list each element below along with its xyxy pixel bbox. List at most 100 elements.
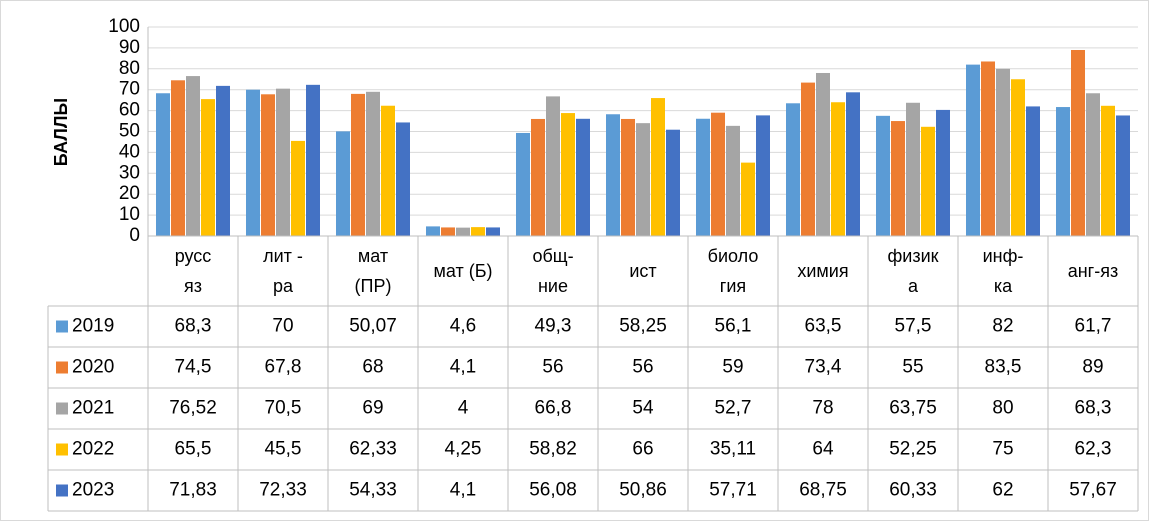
table-value: 68,3 xyxy=(175,316,212,337)
table-value: 56,1 xyxy=(715,316,752,337)
x-tick-label: общ- ние xyxy=(532,246,574,296)
table-value: 35,11 xyxy=(710,439,756,460)
table-value: 63,75 xyxy=(889,398,937,419)
x-tick-label: биоло гия xyxy=(707,246,759,296)
table-value: 76,52 xyxy=(169,398,217,419)
bar xyxy=(216,85,230,236)
table-value: 56 xyxy=(632,357,653,378)
x-tick-label: лит - ра xyxy=(263,246,303,296)
y-tick-label: 10 xyxy=(119,204,140,225)
bar xyxy=(666,129,680,236)
x-tick-label: мат (Б) xyxy=(433,261,493,281)
table-value: 83,5 xyxy=(985,357,1022,378)
y-tick-label: 40 xyxy=(119,141,140,162)
bar xyxy=(1086,93,1100,237)
legend-label: 2021 xyxy=(72,398,114,419)
y-tick-label: 60 xyxy=(119,100,140,121)
bar xyxy=(921,126,935,236)
table-value: 75 xyxy=(992,439,1013,460)
table-value: 68,3 xyxy=(1075,398,1112,419)
bar xyxy=(876,115,890,236)
table-value: 66 xyxy=(632,439,653,460)
table-value: 82 xyxy=(992,316,1013,337)
table-value: 52,25 xyxy=(889,439,937,460)
bar xyxy=(891,121,905,236)
bar xyxy=(396,122,410,236)
bar xyxy=(786,103,800,236)
table-value: 4 xyxy=(458,398,469,419)
table-value: 59 xyxy=(722,357,743,378)
table-value: 71,83 xyxy=(169,480,217,501)
y-tick-label: 90 xyxy=(119,37,140,58)
table-value: 62,3 xyxy=(1075,439,1112,460)
bar xyxy=(1101,105,1115,236)
table-value: 4,1 xyxy=(450,357,476,378)
y-tick-label: 70 xyxy=(119,79,140,100)
table-value: 4,25 xyxy=(445,439,482,460)
bar xyxy=(276,88,290,236)
bar xyxy=(831,102,845,237)
table-value: 55 xyxy=(902,357,923,378)
y-axis-label: БАЛЛЫ xyxy=(51,98,71,166)
legend-swatch xyxy=(56,443,68,456)
bar xyxy=(966,64,980,237)
table-value: 54 xyxy=(632,398,654,419)
legend-swatch xyxy=(56,361,68,374)
bar xyxy=(741,162,755,236)
bar xyxy=(426,226,440,236)
bar xyxy=(351,93,365,236)
x-tick-label: химия xyxy=(797,261,849,281)
bar xyxy=(711,112,725,236)
table-value: 57,67 xyxy=(1069,480,1117,501)
table-value: 49,3 xyxy=(535,316,572,337)
bar xyxy=(1116,115,1130,236)
bar xyxy=(621,118,635,236)
bar xyxy=(306,84,320,237)
table-value: 4,1 xyxy=(450,480,476,501)
y-tick-label: 80 xyxy=(119,58,140,79)
bar xyxy=(471,227,485,236)
table-value: 58,82 xyxy=(529,439,577,460)
table-value: 56,08 xyxy=(529,480,577,501)
x-tick-label: мат (ПР) xyxy=(354,246,392,296)
table-value: 69 xyxy=(362,398,383,419)
bar xyxy=(906,102,920,236)
table-value: 63,5 xyxy=(805,316,842,337)
bar xyxy=(261,94,275,236)
table-value: 60,33 xyxy=(889,480,937,501)
bar xyxy=(156,93,170,237)
table-value: 57,71 xyxy=(709,480,757,501)
bar xyxy=(441,227,455,236)
legend-label: 2022 xyxy=(72,439,114,460)
bar xyxy=(576,118,590,236)
table-value: 61,7 xyxy=(1075,316,1112,337)
table-value: 80 xyxy=(992,398,1013,419)
table-value: 57,5 xyxy=(895,316,932,337)
bar xyxy=(726,125,740,236)
bar xyxy=(531,118,545,236)
legend-label: 2023 xyxy=(72,480,114,501)
table-value: 68,75 xyxy=(799,480,847,501)
table-value: 54,33 xyxy=(349,480,397,501)
y-tick-label: 100 xyxy=(108,16,140,37)
bar xyxy=(756,115,770,236)
y-tick-label: 0 xyxy=(129,225,140,246)
bar xyxy=(291,140,305,236)
bar xyxy=(1071,49,1085,236)
legend-swatch xyxy=(56,402,68,415)
bar xyxy=(606,114,620,236)
table-value: 67,8 xyxy=(265,357,302,378)
y-tick-label: 50 xyxy=(119,121,140,142)
table-value: 89 xyxy=(1082,357,1103,378)
x-tick-label: инф- ка xyxy=(982,246,1024,296)
bar xyxy=(996,68,1010,236)
table-value: 62,33 xyxy=(349,439,397,460)
bar xyxy=(636,123,650,236)
bar xyxy=(561,113,575,236)
table-value: 68 xyxy=(362,357,383,378)
bar xyxy=(246,89,260,236)
table-value: 64 xyxy=(812,439,834,460)
table-value: 58,25 xyxy=(619,316,667,337)
table-value: 72,33 xyxy=(259,480,307,501)
